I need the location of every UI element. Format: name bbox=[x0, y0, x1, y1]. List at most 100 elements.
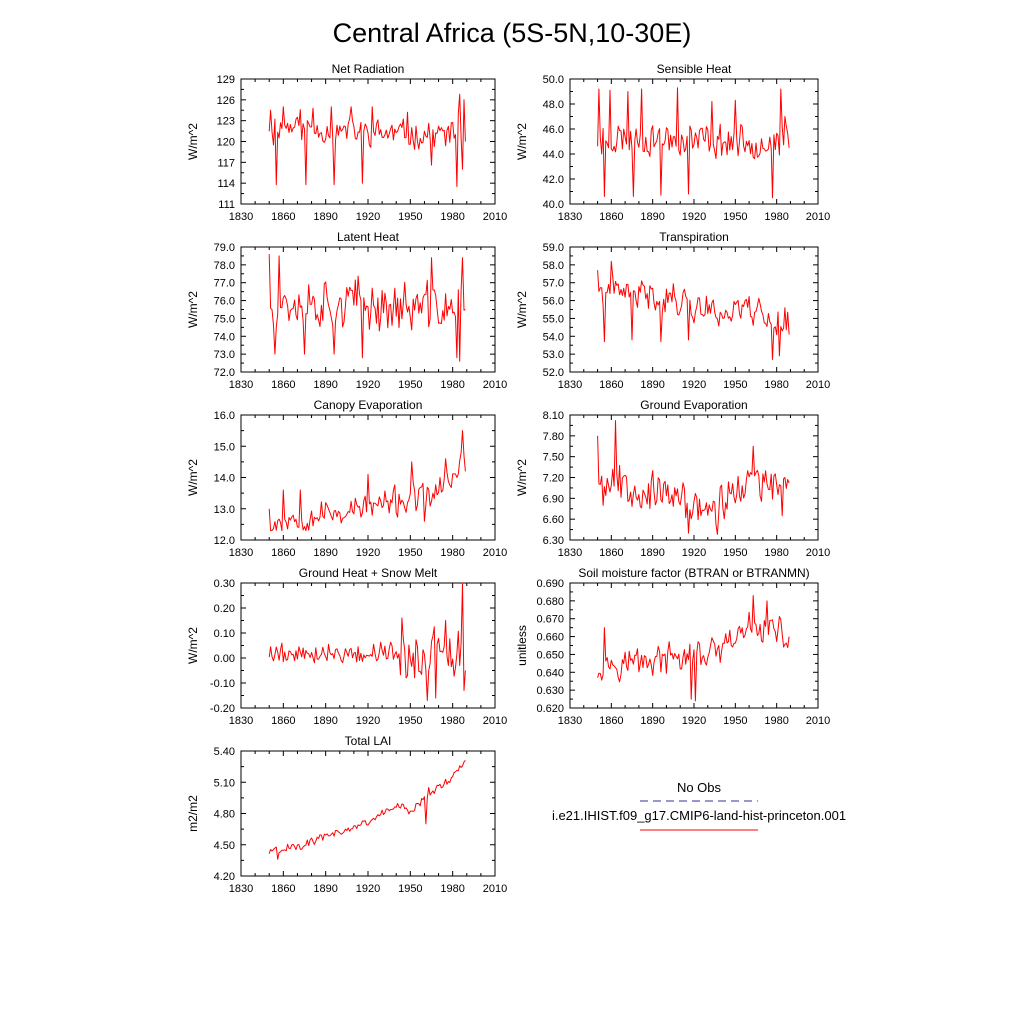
x-tick-label: 1920 bbox=[682, 715, 706, 727]
legend-model-label: i.e21.IHIST.f09_g17.CMIP6-land-hist-prin… bbox=[552, 808, 846, 823]
y-tick-label: 120 bbox=[217, 137, 235, 149]
y-tick-label: 56.0 bbox=[543, 296, 564, 308]
y-tick-label: 58.0 bbox=[543, 260, 564, 272]
x-tick-label: 1950 bbox=[398, 547, 422, 559]
panel-title: Ground Heat + Snow Melt bbox=[299, 566, 438, 580]
x-tick-label: 1890 bbox=[313, 547, 337, 559]
series-line bbox=[268, 582, 466, 701]
x-tick-label: 2010 bbox=[806, 715, 830, 727]
x-tick-label: 1860 bbox=[271, 715, 295, 727]
panel-3: Latent Heat W/m^2 1830 1860 1890 1920 1950 1980… bbox=[186, 230, 507, 391]
x-tick-label: 1950 bbox=[398, 715, 422, 727]
x-tick-label: 1980 bbox=[764, 379, 788, 391]
y-tick-label: 75.0 bbox=[214, 313, 235, 325]
x-tick-label: 2010 bbox=[483, 547, 507, 559]
y-tick-label: 77.0 bbox=[214, 278, 235, 290]
x-tick-label: 1860 bbox=[271, 883, 295, 895]
plot-frame bbox=[569, 582, 819, 709]
legend: No Obs i.e21.IHIST.f09_g17.CMIP6-land-hi… bbox=[552, 780, 846, 831]
panel-9: Total LAI m2/m2 1830 1860 1890 1920 1950 1980 20… bbox=[186, 734, 507, 895]
x-tick-label: 1920 bbox=[356, 547, 380, 559]
y-axis-label: W/m^2 bbox=[186, 291, 200, 328]
series-line bbox=[597, 420, 790, 535]
panel-title: Transpiration bbox=[659, 230, 729, 244]
y-tick-label: -0.10 bbox=[210, 678, 235, 690]
x-tick-label: 1950 bbox=[723, 715, 747, 727]
y-tick-label: 6.60 bbox=[543, 514, 564, 526]
y-tick-label: 7.20 bbox=[543, 473, 564, 485]
x-tick-label: 1890 bbox=[640, 379, 664, 391]
y-tick-label: 114 bbox=[217, 178, 235, 190]
y-tick-label: 0.00 bbox=[214, 653, 235, 665]
x-tick-label: 1890 bbox=[313, 211, 337, 223]
y-tick-label: 48.0 bbox=[543, 99, 564, 111]
x-tick-label: 2010 bbox=[483, 715, 507, 727]
x-tick-label: 1890 bbox=[313, 715, 337, 727]
x-tick-label: 1890 bbox=[640, 715, 664, 727]
x-tick-label: 1920 bbox=[682, 379, 706, 391]
y-axis-label: unitless bbox=[515, 625, 529, 666]
x-tick-label: 1950 bbox=[398, 379, 422, 391]
y-tick-label: 0.10 bbox=[214, 628, 235, 640]
y-tick-label: -0.20 bbox=[210, 703, 235, 715]
plot-frame bbox=[569, 246, 819, 373]
y-tick-label: 74.0 bbox=[214, 331, 235, 343]
panel-5: Canopy Evaporation W/m^2 1830 1860 1890 1920 1… bbox=[186, 398, 507, 559]
x-tick-label: 1860 bbox=[271, 547, 295, 559]
figure-title: Central Africa (5S-5N,10-30E) bbox=[333, 18, 692, 48]
y-tick-label: 44.0 bbox=[543, 149, 564, 161]
y-tick-label: 0.630 bbox=[536, 685, 564, 697]
panels: Net Radiation W/m^2 1830 1860 1890 1920 1950 19… bbox=[186, 62, 830, 895]
x-tick-label: 1830 bbox=[558, 715, 582, 727]
x-tick-label: 1830 bbox=[558, 211, 582, 223]
y-tick-label: 15.0 bbox=[214, 441, 235, 453]
y-axis-label: W/m^2 bbox=[515, 123, 529, 160]
x-tick-label: 1920 bbox=[356, 883, 380, 895]
x-tick-label: 1860 bbox=[599, 547, 623, 559]
y-tick-label: 12.0 bbox=[214, 535, 235, 547]
y-axis-label: W/m^2 bbox=[186, 123, 200, 160]
y-tick-label: 4.50 bbox=[214, 840, 235, 852]
x-tick-label: 1980 bbox=[440, 883, 464, 895]
y-tick-label: 111 bbox=[218, 199, 235, 211]
panel-title: Sensible Heat bbox=[657, 62, 732, 76]
x-tick-label: 2010 bbox=[806, 547, 830, 559]
y-tick-label: 13.0 bbox=[214, 504, 235, 516]
y-tick-label: 6.30 bbox=[543, 535, 564, 547]
x-tick-label: 1980 bbox=[440, 547, 464, 559]
x-tick-label: 1920 bbox=[356, 379, 380, 391]
y-axis-label: m2/m2 bbox=[186, 795, 200, 832]
y-axis-label: W/m^2 bbox=[186, 459, 200, 496]
y-tick-label: 0.640 bbox=[536, 667, 564, 679]
x-tick-label: 1980 bbox=[764, 211, 788, 223]
x-tick-label: 1890 bbox=[313, 379, 337, 391]
series-line bbox=[597, 595, 790, 702]
x-tick-label: 1830 bbox=[229, 715, 253, 727]
panel-title: Net Radiation bbox=[332, 62, 405, 76]
x-tick-label: 1980 bbox=[764, 547, 788, 559]
panel-7: Ground Heat + Snow Melt W/m^2 1830 1860 1890… bbox=[186, 566, 507, 727]
series-line bbox=[268, 93, 466, 188]
y-tick-label: 76.0 bbox=[214, 296, 235, 308]
y-tick-label: 0.620 bbox=[536, 703, 564, 715]
panel-title: Total LAI bbox=[345, 734, 392, 748]
y-tick-label: 16.0 bbox=[214, 410, 235, 422]
x-tick-label: 1830 bbox=[558, 379, 582, 391]
plot-frame bbox=[240, 582, 496, 709]
y-tick-label: 4.80 bbox=[214, 809, 235, 821]
x-tick-label: 1980 bbox=[764, 715, 788, 727]
y-tick-label: 42.0 bbox=[543, 174, 564, 186]
y-tick-label: 0.680 bbox=[536, 596, 564, 608]
x-tick-label: 1920 bbox=[356, 715, 380, 727]
y-tick-label: 14.0 bbox=[214, 473, 235, 485]
x-tick-label: 1950 bbox=[398, 883, 422, 895]
y-tick-label: 126 bbox=[217, 95, 235, 107]
y-tick-label: 55.0 bbox=[543, 313, 564, 325]
y-tick-label: 78.0 bbox=[214, 260, 235, 272]
x-tick-label: 1950 bbox=[723, 211, 747, 223]
panel-6: Ground Evaporation W/m^2 1830 1860 1890 1920 1… bbox=[515, 398, 830, 559]
panel-title: Latent Heat bbox=[337, 230, 400, 244]
y-tick-label: 123 bbox=[217, 116, 235, 128]
x-tick-label: 2010 bbox=[483, 379, 507, 391]
